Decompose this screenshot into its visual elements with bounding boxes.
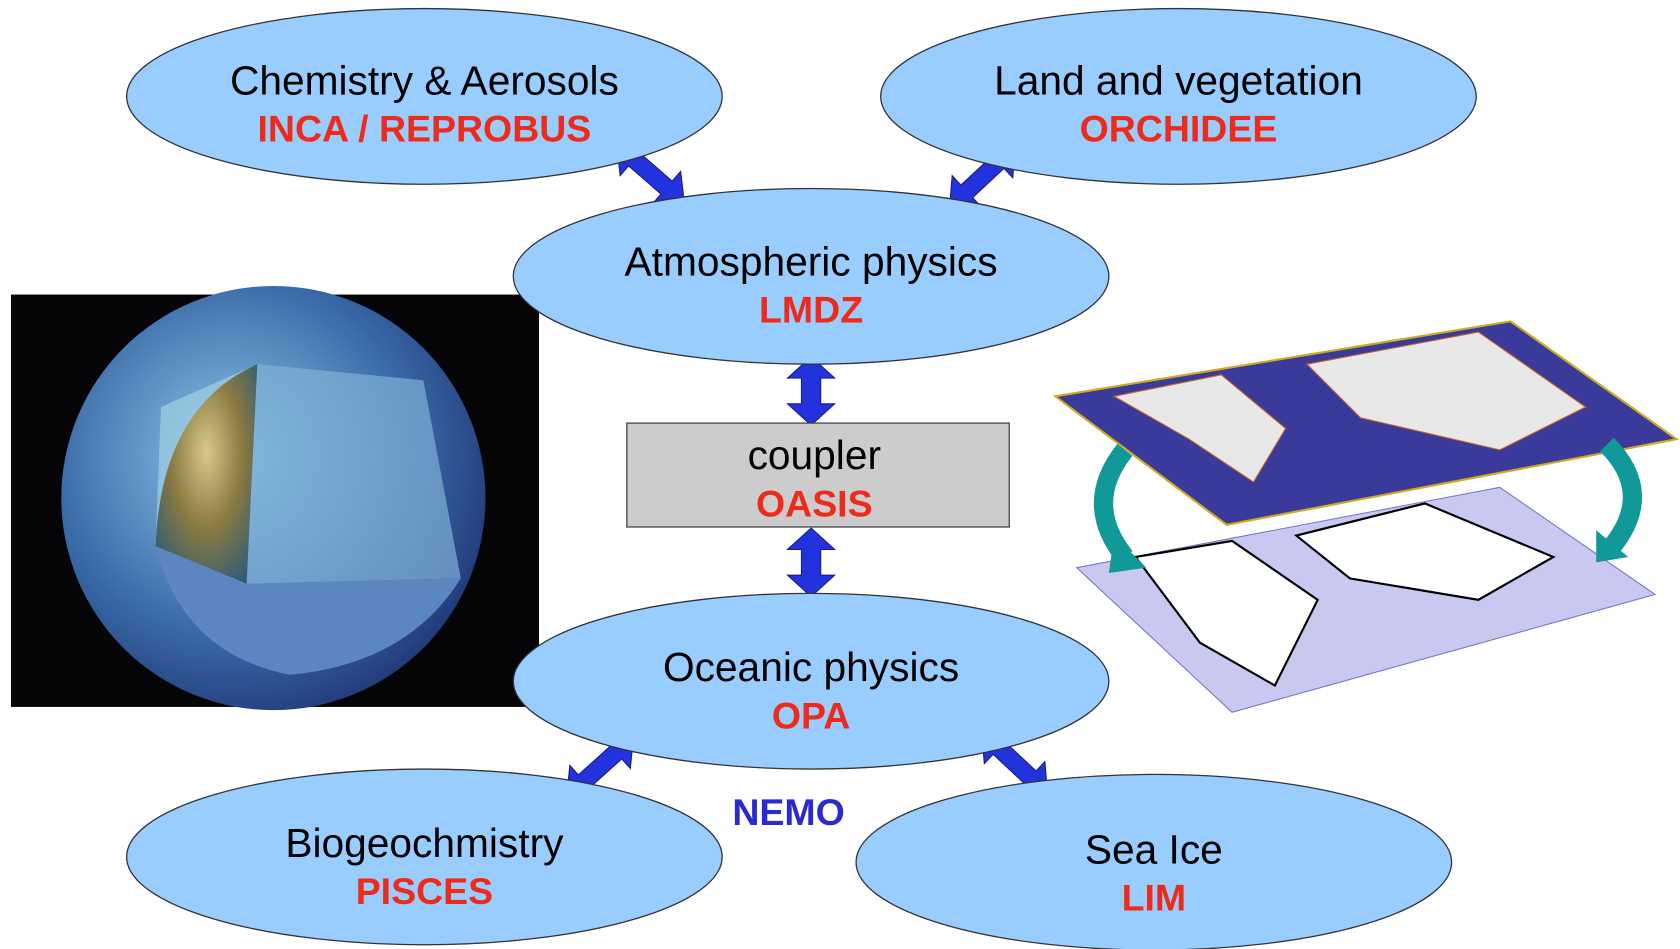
node-shape <box>126 7 723 185</box>
node-subtitle: PISCES <box>356 870 493 912</box>
grid-maps-image <box>1052 320 1680 713</box>
node-title: Chemistry & Aerosols <box>230 57 619 103</box>
node-title: Sea Ice <box>1085 826 1223 872</box>
node-title: Biogeochmistry <box>285 820 564 866</box>
node-title: Oceanic physics <box>663 644 959 690</box>
node-shape <box>626 422 1010 528</box>
node-title: Atmospheric physics <box>625 238 998 284</box>
node-subtitle: LIM <box>1122 876 1187 918</box>
node-subtitle: INCA / REPROBUS <box>258 107 592 149</box>
node-shape <box>512 592 1110 770</box>
node-subtitle: OASIS <box>756 482 873 524</box>
node-subtitle: LMDZ <box>759 288 863 330</box>
group-label: NEMO <box>732 791 844 833</box>
globe-image <box>10 285 540 711</box>
node-shape <box>880 7 1477 185</box>
node-shape <box>855 773 1453 949</box>
node-title: coupler <box>748 432 881 478</box>
node-title: Land and vegetation <box>994 57 1363 103</box>
node-shape <box>512 187 1110 365</box>
node-subtitle: ORCHIDEE <box>1080 107 1278 149</box>
node-subtitle: OPA <box>772 694 850 736</box>
arrow <box>786 356 836 426</box>
arrow <box>786 527 836 598</box>
node-shape <box>126 768 723 946</box>
